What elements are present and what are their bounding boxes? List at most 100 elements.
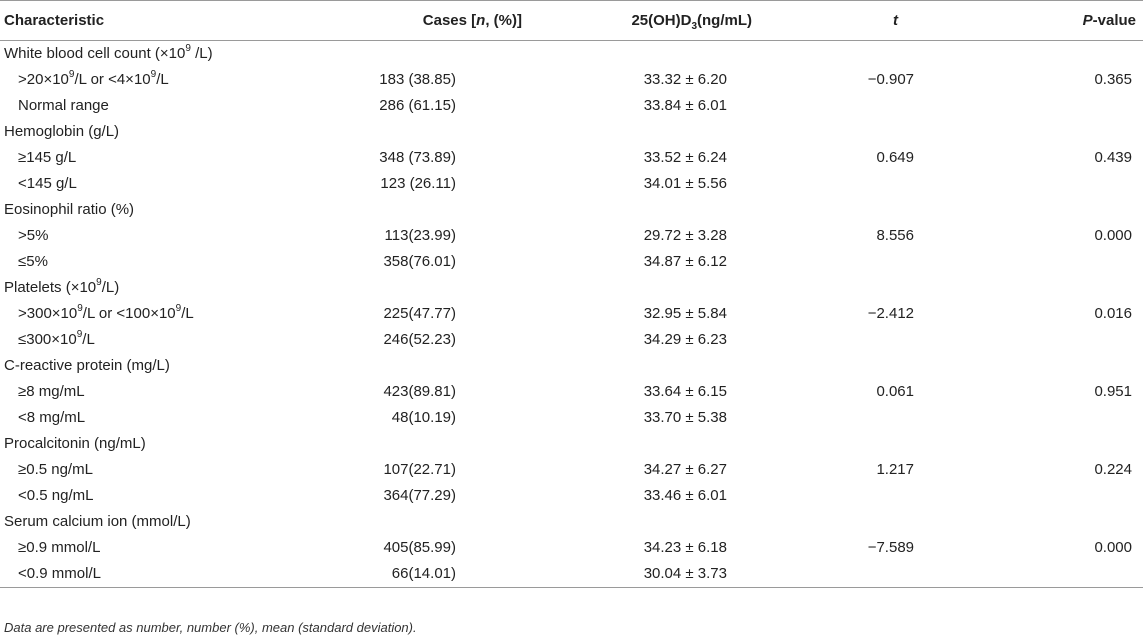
table-row: >5% 113(23.99) 29.72 ± 3.28 8.556 0.000 [0, 223, 1143, 249]
cell-p-value [993, 431, 1143, 457]
table-row: ≥0.5 ng/mL 107(22.71) 34.27 ± 6.27 1.217 0.2… [0, 457, 1143, 483]
cell-t [802, 41, 993, 68]
cell-cases [340, 275, 560, 301]
cell-characteristic: <8 mg/mL [18, 409, 86, 426]
cell-characteristic: ≤5% [18, 253, 48, 270]
cell-vitamin [560, 509, 802, 535]
category-row: C-reactive protein (mg/L) [0, 353, 1143, 379]
cell-vitamin: 34.01 ± 5.56 [643, 175, 727, 192]
cell-t [802, 93, 993, 119]
table-row: <0.5 ng/mL 364(77.29) 33.46 ± 6.01 [0, 483, 1143, 509]
cell-vitamin: 33.32 ± 6.20 [643, 71, 727, 88]
cell-t [802, 431, 993, 457]
cell-cases: 48(10.19) [391, 409, 456, 426]
cell-characteristic: Hemoglobin (g/L) [4, 123, 120, 140]
cell-t [802, 561, 993, 588]
cell-t [802, 249, 993, 275]
cell-cases: 405(85.99) [383, 539, 456, 556]
cell-vitamin: 34.23 ± 6.18 [643, 539, 727, 556]
cell-t: 0.649 [876, 149, 914, 166]
cell-vitamin: 33.46 ± 6.01 [643, 487, 727, 504]
cell-cases [340, 509, 560, 535]
cell-t [802, 171, 993, 197]
cell-p-value: 0.365 [1094, 71, 1132, 88]
cell-characteristic: Eosinophil ratio (%) [4, 201, 135, 218]
table-row: ≥145 g/L 348 (73.89) 33.52 ± 6.24 0.649 0.43… [0, 145, 1143, 171]
cell-cases [340, 353, 560, 379]
cell-p-value [993, 327, 1143, 353]
cell-p-value: 0.000 [1094, 539, 1132, 556]
cell-cases: 286 (61.15) [379, 97, 456, 114]
table-header: Characteristic Cases [n, (%)] 25(OH)D3(n… [0, 0, 1143, 41]
cell-p-value: 0.951 [1094, 383, 1132, 400]
cell-vitamin: 34.29 ± 6.23 [643, 331, 727, 348]
header-t: t [802, 0, 993, 41]
table-row: <145 g/L 123 (26.11) 34.01 ± 5.56 [0, 171, 1143, 197]
cell-vitamin: 32.95 ± 5.84 [643, 305, 727, 322]
cell-p-value [993, 197, 1143, 223]
category-row: White blood cell count (×109 /L) [0, 41, 1143, 68]
cell-vitamin: 34.27 ± 6.27 [643, 461, 727, 478]
cell-vitamin: 30.04 ± 3.73 [560, 561, 802, 588]
cell-t: −0.907 [867, 71, 914, 88]
cell-p-value [993, 41, 1143, 68]
cell-p-value [993, 509, 1143, 535]
data-table: Characteristic Cases [n, (%)] 25(OH)D3(n… [0, 0, 1143, 588]
table-footnote: Data are presented as number, number (%)… [4, 620, 417, 635]
cell-t: 0.061 [876, 383, 914, 400]
cell-cases: 66(14.01) [340, 561, 560, 588]
cell-cases: 113(23.99) [384, 227, 456, 244]
cell-p-value [993, 93, 1143, 119]
cell-vitamin [560, 197, 802, 223]
category-row: Platelets (×109/L) [0, 275, 1143, 301]
cell-cases: 107(22.71) [383, 461, 456, 478]
cell-characteristic: Platelets (×109/L) [4, 277, 120, 297]
cell-vitamin: 33.64 ± 6.15 [643, 383, 727, 400]
cell-characteristic: >300×109/L or <100×109/L [18, 303, 194, 323]
cell-p-value [993, 275, 1143, 301]
cell-p-value [993, 483, 1143, 509]
cell-characteristic: <145 g/L [18, 175, 77, 192]
cell-cases: 225(47.77) [383, 305, 456, 322]
header-row: Characteristic Cases [n, (%)] 25(OH)D3(n… [0, 0, 1143, 41]
cell-p-value [993, 561, 1143, 588]
cell-t: −2.412 [867, 305, 914, 322]
cell-vitamin: 33.84 ± 6.01 [643, 97, 727, 114]
cell-characteristic: <0.5 ng/mL [18, 487, 94, 504]
cell-cases: 348 (73.89) [379, 149, 456, 166]
cell-vitamin: 33.52 ± 6.24 [643, 149, 727, 166]
cell-cases: 183 (38.85) [379, 71, 456, 88]
cell-t: 8.556 [876, 227, 914, 244]
cell-p-value [993, 249, 1143, 275]
cell-t [802, 327, 993, 353]
cell-cases [340, 119, 560, 145]
cell-characteristic: Serum calcium ion (mmol/L) [4, 513, 191, 530]
table-row: >20×109/L or <4×109/L 183 (38.85) 33.32 ± … [0, 67, 1143, 93]
table-row: <0.9 mmol/L 66(14.01) 30.04 ± 3.73 [0, 561, 1143, 588]
cell-vitamin [560, 275, 802, 301]
cell-characteristic: Procalcitonin (ng/mL) [4, 435, 146, 452]
cell-p-value: 0.016 [1094, 305, 1132, 322]
cell-cases [340, 431, 560, 457]
cell-characteristic: ≥0.5 ng/mL [18, 461, 93, 478]
cell-cases: 246(52.23) [383, 331, 456, 348]
cell-vitamin [560, 353, 802, 379]
cell-characteristic: ≥8 mg/mL [18, 383, 85, 400]
cell-characteristic: C-reactive protein (mg/L) [4, 357, 170, 374]
cell-p-value [993, 119, 1143, 145]
cell-vitamin: 34.87 ± 6.12 [643, 253, 727, 270]
cell-t [802, 405, 993, 431]
cell-cases: 123 (26.11) [380, 175, 456, 192]
cell-characteristic: White blood cell count (×109 /L) [4, 43, 213, 63]
category-row: Serum calcium ion (mmol/L) [0, 509, 1143, 535]
cell-vitamin [560, 431, 802, 457]
cell-cases: 423(89.81) [383, 383, 456, 400]
cell-vitamin: 33.70 ± 5.38 [643, 409, 727, 426]
cell-t [802, 197, 993, 223]
table-row: Normal range 286 (61.15) 33.84 ± 6.01 [0, 93, 1143, 119]
table-body: White blood cell count (×109 /L) >20×109/… [0, 41, 1143, 588]
header-cases: Cases [n, (%)] [340, 0, 560, 41]
cell-vitamin [560, 41, 802, 68]
table-row: ≤5% 358(76.01) 34.87 ± 6.12 [0, 249, 1143, 275]
